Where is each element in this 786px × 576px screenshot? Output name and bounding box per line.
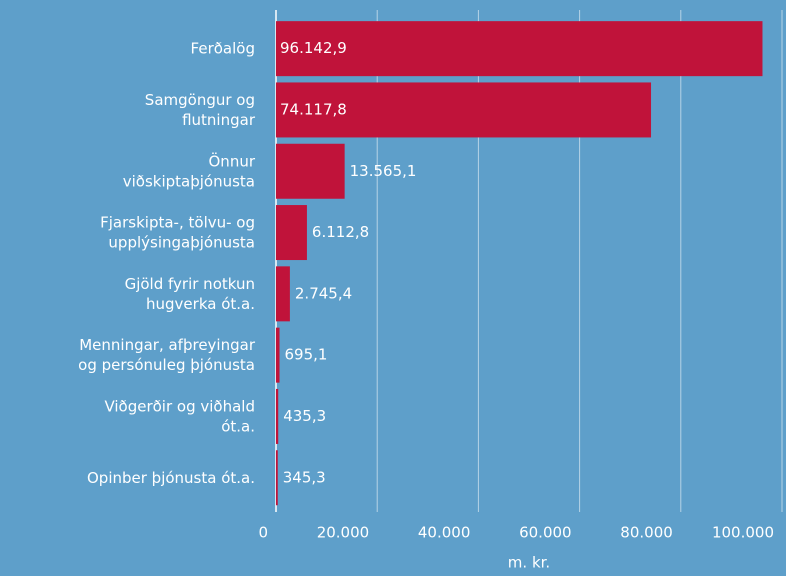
x-tick-label: 0: [258, 524, 268, 542]
bar: [276, 21, 763, 77]
y-tick-label-line: Menningar, afþreyingar: [79, 336, 256, 354]
value-label: 74.117,8: [280, 100, 347, 118]
x-tick-label: 40.000: [418, 524, 471, 542]
y-tick-label-line: upplýsingaþjónusta: [108, 233, 255, 251]
bar: [276, 82, 652, 138]
bar: [276, 143, 345, 199]
y-tick-label: Viðgerðir og viðhald ót.a.: [104, 397, 255, 435]
x-tick-label: 20.000: [317, 524, 370, 542]
y-tick-label-line: Viðgerðir og viðhald: [104, 397, 255, 415]
bar: [276, 205, 307, 261]
y-tick-label-line: Samgöngur og: [145, 90, 255, 108]
y-tick-label: Fjarskipta-, tölvu- og upplýsingaþjónusta: [100, 213, 255, 251]
value-label: 695,1: [285, 346, 328, 364]
y-tick-label-line: Ferðalög: [191, 39, 255, 57]
y-tick-label: Gjöld fyrir notkun hugverka ót.a.: [125, 274, 255, 312]
y-tick-label-line: viðskiptaþjónusta: [123, 172, 255, 190]
value-label: 435,3: [283, 407, 326, 425]
bar: [276, 388, 279, 444]
x-tick-label: 60.000: [519, 524, 572, 542]
y-tick-label-line: flutningar: [182, 110, 256, 128]
value-label: 13.565,1: [350, 162, 417, 180]
y-tick-label-line: Önnur: [209, 151, 256, 170]
x-tick-label: 80.000: [620, 524, 673, 542]
value-label: 6.112,8: [312, 223, 369, 241]
y-tick-label: Önnur viðskiptaþjónusta: [123, 151, 256, 190]
y-tick-label: Ferðalög: [191, 39, 255, 57]
y-tick-label: Samgöngur og flutningar: [145, 90, 256, 128]
value-label: 345,3: [283, 468, 326, 486]
y-tick-label-line: Opinber þjónusta ót.a.: [87, 468, 255, 486]
value-label: 96.142,9: [280, 39, 347, 57]
y-tick-label: Opinber þjónusta ót.a.: [87, 468, 255, 486]
y-tick-label-line: ót.a.: [221, 417, 255, 435]
bar: [276, 327, 280, 383]
y-tick-label-line: Gjöld fyrir notkun: [125, 274, 255, 292]
x-tick-label: 100.000: [712, 524, 774, 542]
y-tick-label-line: og persónuleg þjónusta: [78, 356, 255, 374]
y-tick-label-line: hugverka ót.a.: [146, 294, 255, 312]
bar: [276, 450, 278, 506]
bar: [276, 266, 290, 322]
y-tick-label: Menningar, afþreyingar og persónuleg þjón…: [78, 336, 256, 374]
y-tick-label-line: Fjarskipta-, tölvu- og: [100, 213, 255, 231]
value-label: 2.745,4: [295, 284, 352, 302]
x-axis-label: m. kr.: [508, 554, 550, 572]
